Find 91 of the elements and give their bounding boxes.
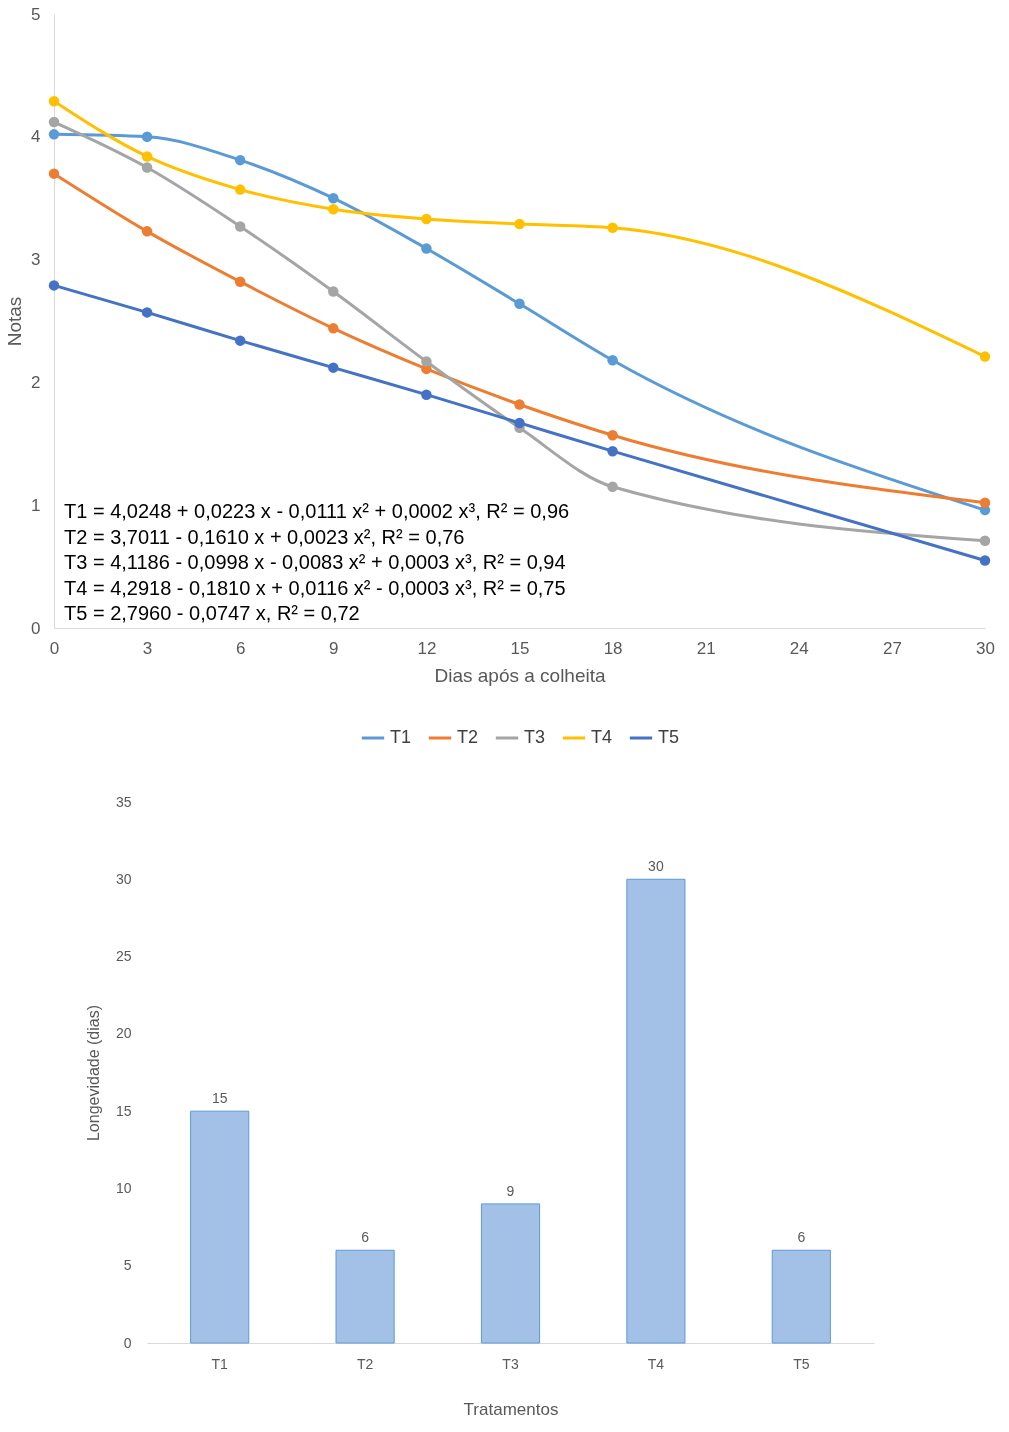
y-axis-title: Notas xyxy=(4,296,26,347)
y-tick-label: 20 xyxy=(115,1025,132,1042)
x-axis-title: Dias após a colheita xyxy=(434,664,606,686)
point xyxy=(328,323,339,334)
point xyxy=(514,399,525,410)
bar xyxy=(335,1249,395,1344)
x-tick-label: T4 xyxy=(647,1355,665,1372)
point xyxy=(48,129,60,140)
bar xyxy=(626,878,686,1344)
annotation: T3 = 4,1186 - 0,0998 x - 0,0083 x² + 0,0003 x³, R² = 0,94 xyxy=(64,551,566,573)
legend-label: T3 xyxy=(524,727,546,747)
legend-label: T1 xyxy=(390,727,412,747)
legend-label: T5 xyxy=(658,727,680,747)
point xyxy=(48,95,60,107)
point xyxy=(141,162,153,173)
point xyxy=(234,276,246,287)
point xyxy=(979,351,991,362)
x-tick-label: 3 xyxy=(142,638,153,658)
x-tick-label: 9 xyxy=(329,638,339,658)
x-tick-label: T2 xyxy=(356,1355,374,1372)
y-tick-label: 25 xyxy=(115,948,132,965)
data-label: 6 xyxy=(361,1229,370,1246)
bar xyxy=(190,1110,250,1344)
bar xyxy=(771,1249,831,1344)
x-axis-title: Tratamentos xyxy=(463,1399,559,1419)
point xyxy=(607,445,618,457)
point xyxy=(141,226,153,237)
point xyxy=(234,221,246,232)
annotation: T2 = 3,7011 - 0,1610 x + 0,0023 x², R² = 0,76 xyxy=(64,525,465,548)
y-tick-label: 10 xyxy=(115,1179,132,1196)
annotation: T5 = 2,7960 - 0,0747 x, R² = 0,72 xyxy=(64,602,360,624)
point xyxy=(328,362,339,373)
x-tick-label: 18 xyxy=(603,638,623,658)
point xyxy=(328,192,339,204)
y-tick-label: 0 xyxy=(31,618,41,638)
point xyxy=(421,213,432,225)
x-tick-label: 24 xyxy=(789,638,809,658)
y-tick-label: 5 xyxy=(123,1257,132,1274)
y-tick-label: 15 xyxy=(115,1102,132,1119)
y-tick-label: 1 xyxy=(31,495,41,515)
point xyxy=(979,497,991,508)
y-tick-label: 3 xyxy=(31,250,41,270)
point xyxy=(48,116,60,128)
point xyxy=(979,535,991,547)
point xyxy=(328,204,339,215)
data-label: 30 xyxy=(648,858,664,875)
y-tick-label: 0 xyxy=(123,1334,132,1351)
y-tick-label: 2 xyxy=(31,372,41,392)
legend-label: T2 xyxy=(457,727,479,747)
point xyxy=(514,417,525,429)
point xyxy=(607,429,618,441)
point xyxy=(234,335,246,346)
point xyxy=(234,184,246,195)
data-label: 9 xyxy=(506,1182,515,1199)
point xyxy=(421,356,432,367)
point xyxy=(141,151,153,162)
point xyxy=(514,218,525,230)
annotation: T4 = 4,2918 - 0,1810 x + 0,0116 x² - 0,0003 x³, R² = 0,75 xyxy=(64,576,566,599)
x-tick-label: 27 xyxy=(882,638,902,658)
point xyxy=(234,154,246,166)
y-tick-label: 30 xyxy=(115,870,132,887)
point xyxy=(421,389,432,400)
data-label: 6 xyxy=(797,1229,806,1246)
x-tick-label: 12 xyxy=(417,638,437,658)
point xyxy=(48,168,60,179)
x-tick-label: T3 xyxy=(502,1355,519,1372)
point xyxy=(141,131,153,143)
x-tick-label: 30 xyxy=(976,638,995,658)
annotation: T1 = 4,0248 + 0,0223 x - 0,0111 x² + 0,0002 x³, R² = 0,96 xyxy=(64,500,570,522)
point xyxy=(328,286,339,297)
point xyxy=(48,280,60,291)
legend-label: T4 xyxy=(591,727,613,747)
point xyxy=(141,307,153,318)
y-axis-title: Longevidade (dias) xyxy=(84,1004,102,1142)
x-tick-label: T1 xyxy=(211,1355,229,1372)
x-tick-label: 21 xyxy=(696,638,716,658)
y-tick-label: 4 xyxy=(31,127,41,147)
point xyxy=(979,555,991,566)
data-label: 15 xyxy=(211,1090,228,1107)
y-tick-label: 35 xyxy=(115,793,132,810)
point xyxy=(607,355,618,366)
bar xyxy=(480,1203,541,1344)
x-tick-label: T5 xyxy=(793,1355,810,1372)
point xyxy=(514,298,525,310)
x-tick-label: 0 xyxy=(49,638,60,658)
y-tick-label: 5 xyxy=(31,4,41,24)
point xyxy=(607,222,618,233)
point xyxy=(421,243,432,254)
x-tick-label: 6 xyxy=(235,638,246,658)
x-tick-label: 15 xyxy=(510,638,530,658)
point xyxy=(607,481,618,493)
